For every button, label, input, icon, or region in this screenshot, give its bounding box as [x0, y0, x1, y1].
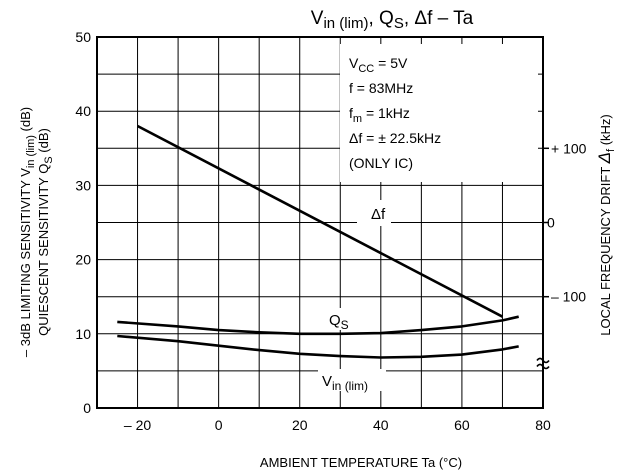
series-label: Vin (lim) [322, 373, 368, 393]
y-tick-label: 30 [75, 177, 91, 193]
series-group: Δf QS Vin (lim) [117, 124, 519, 393]
y-axis-ticks: 0 10 20 30 40 50 [75, 29, 91, 416]
conditions-background [340, 44, 538, 182]
condition-line: (ONLY IC) [349, 155, 413, 171]
series-label-bg [325, 308, 363, 330]
y-axis-label-left-1: – 3dB LIMITING SENSITIVITY Vin (lim) (dB… [18, 107, 37, 357]
chart-title: Vin (lim), QS, Δf – Ta [311, 8, 474, 32]
series-line-0 [136, 124, 504, 318]
x-tick-label: – 20 [124, 417, 151, 433]
series-label: Δf [371, 206, 386, 223]
y-axis-label-right: LOCAL FREQUENCY DRIFT Δf (kHz) [595, 114, 617, 336]
x-tick-label: 60 [454, 417, 470, 433]
series-line-2 [117, 334, 519, 359]
y-tick-label: 50 [75, 29, 91, 45]
x-axis-ticks: – 20 0 20 40 60 80 [124, 417, 551, 433]
y-tick-label: 0 [83, 400, 91, 416]
condition-line: f = 83MHz [349, 80, 413, 96]
x-tick-label: 20 [292, 417, 308, 433]
series-line-1 [117, 315, 519, 336]
y-tick-label: 40 [75, 103, 91, 119]
y-axis-label-left-2: QUIESCENT SENSITIVITY QS (dB) [36, 128, 55, 336]
series-label-bg [318, 369, 386, 391]
series-label-bg [357, 200, 391, 226]
x-tick-label: 80 [535, 417, 551, 433]
right-tick-label: – 100 [551, 289, 586, 305]
right-axis-ticks: + 100 0 – 100 [536, 140, 587, 370]
y-tick-label: 10 [75, 326, 91, 342]
x-tick-label: 0 [215, 417, 223, 433]
conditions-box: VCC = 5V f = 83MHz fm = 1kHz Δf = ± 22.5kHz… [340, 44, 538, 182]
right-tick-label: + 100 [551, 140, 587, 156]
y-tick-label: 20 [75, 252, 91, 268]
series-label: QS [329, 312, 349, 332]
axis-break-symbol [536, 357, 550, 370]
x-axis-label: AMBIENT TEMPERATURE Ta (°C) [260, 455, 462, 470]
right-tick-label: 0 [547, 215, 555, 231]
condition-line: Δf = ± 22.5kHz [349, 130, 441, 146]
condition-line: VCC = 5V [349, 55, 408, 75]
condition-line: fm = 1kHz [349, 105, 410, 125]
x-tick-label: 40 [373, 417, 389, 433]
